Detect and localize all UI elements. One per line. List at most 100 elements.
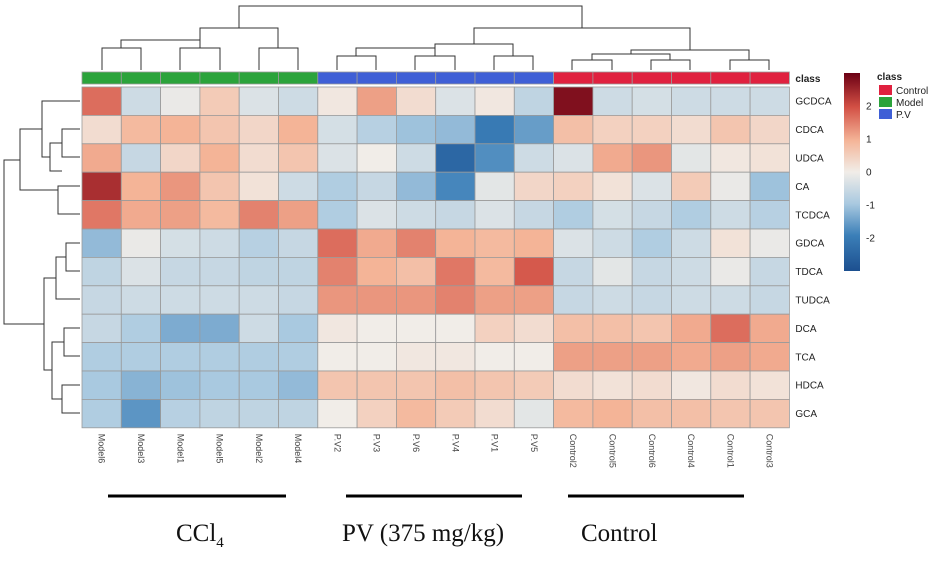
column-dendrogram-branch — [414, 55, 456, 70]
cell-hdca-control2 — [553, 370, 594, 400]
row-label-dca: DCA — [795, 324, 816, 335]
row-labels: GCDCA CDCA UDCA CA TCDCA GDCA TDCA TUDCA DCA TCA H… — [795, 97, 831, 420]
legend-swatch-model — [879, 97, 892, 107]
cell-dca-control4 — [671, 313, 712, 344]
cell-gcdca-p-v6 — [395, 86, 437, 116]
column-dendrogram-branch — [355, 47, 436, 56]
column-dendrogram-branch — [630, 49, 750, 60]
cell-gca-control4 — [671, 398, 712, 429]
cell-gcdca-control1 — [710, 86, 751, 116]
cell-gcdca-control4 — [671, 86, 712, 116]
cell-gca-control1 — [710, 398, 751, 429]
col-label-p-v3: P.V3 — [372, 434, 382, 452]
cell-ca-model1 — [160, 171, 201, 201]
group-label-control: Control — [581, 520, 658, 547]
legend-label-model: Model — [896, 98, 923, 109]
cell-gcdca-p-v5 — [513, 86, 554, 116]
cell-dca-model1 — [160, 313, 201, 344]
cell-hdca-p-v1 — [474, 370, 515, 400]
cell-udca-p-v1 — [474, 143, 515, 173]
cell-hdca-control5 — [592, 370, 633, 400]
class-cell-model2 — [238, 71, 279, 85]
cell-cdca-model3 — [120, 115, 162, 145]
cell-dca-model5 — [199, 313, 240, 344]
cell-tdca-model3 — [120, 256, 162, 287]
cell-hdca-model1 — [160, 370, 201, 400]
cell-tudca-p-v5 — [513, 285, 554, 315]
cell-ca-p-v1 — [474, 171, 515, 201]
cell-gdca-p-v1 — [474, 228, 515, 258]
cell-tca-p-v5 — [513, 342, 554, 372]
class-cell-model6 — [81, 71, 122, 85]
cell-gcdca-control5 — [592, 86, 633, 116]
cell-hdca-control4 — [671, 370, 712, 400]
cell-gdca-control3 — [749, 228, 790, 258]
cell-dca-p-v6 — [395, 313, 437, 344]
cell-gcdca-p-v1 — [474, 86, 515, 116]
row-dendrogram-branch — [3, 159, 44, 325]
cell-gca-p-v1 — [474, 398, 515, 429]
cell-dca-p-v4 — [435, 313, 476, 344]
row-label-gca: GCA — [795, 409, 817, 420]
cell-tca-model5 — [199, 342, 240, 372]
cell-tca-control2 — [553, 342, 594, 372]
cell-tca-model6 — [81, 342, 122, 372]
cell-tcdca-control1 — [710, 200, 751, 230]
cell-hdca-model6 — [81, 370, 122, 400]
class-cell-model5 — [199, 71, 240, 85]
col-label-model3: Model3 — [136, 434, 146, 464]
legend-label-p-v: P.V — [896, 110, 911, 121]
cell-tcdca-p-v1 — [474, 200, 515, 230]
class-cell-model3 — [120, 71, 162, 85]
cell-dca-control3 — [749, 313, 790, 344]
group-label-pv: PV (375 mg/kg) — [342, 520, 505, 547]
cell-tcdca-control4 — [671, 200, 712, 230]
cell-gca-p-v2 — [317, 398, 358, 429]
column-dendrogram-branch — [571, 59, 613, 70]
column-dendrogram-branch — [120, 39, 201, 48]
cell-gdca-p-v5 — [513, 228, 554, 258]
cell-gcdca-model1 — [160, 86, 201, 116]
cell-ca-control2 — [553, 171, 594, 201]
col-label-p-v6: P.V6 — [411, 434, 421, 452]
cell-tudca-control6 — [631, 285, 672, 315]
cell-tdca-control4 — [671, 256, 712, 287]
class-cell-model1 — [160, 71, 201, 85]
cell-dca-p-v3 — [356, 313, 397, 344]
cell-tcdca-p-v6 — [395, 200, 437, 230]
cell-ca-control1 — [710, 171, 751, 201]
cell-gdca-p-v2 — [317, 228, 358, 258]
cell-gcdca-p-v2 — [317, 86, 358, 116]
cell-cdca-model6 — [81, 115, 122, 145]
cell-gca-model4 — [278, 398, 319, 429]
cell-tcdca-model3 — [120, 200, 162, 230]
cell-gcdca-model3 — [120, 86, 162, 116]
cell-tudca-model4 — [278, 285, 319, 315]
cell-tca-p-v2 — [317, 342, 358, 372]
cell-ca-model2 — [238, 171, 279, 201]
col-label-model5: Model5 — [215, 434, 225, 464]
column-dendrogram-branch — [238, 5, 583, 28]
cell-tudca-p-v4 — [435, 285, 476, 315]
cell-gca-control5 — [592, 398, 633, 429]
cell-tcdca-p-v4 — [435, 200, 476, 230]
cell-dca-p-v5 — [513, 313, 554, 344]
cell-gcdca-model4 — [278, 86, 319, 116]
col-label-control5: Control5 — [608, 434, 618, 468]
cell-udca-model2 — [238, 143, 279, 173]
cell-tcdca-control6 — [631, 200, 672, 230]
col-label-control6: Control6 — [647, 434, 657, 468]
row-label-cdca: CDCA — [795, 125, 824, 136]
cell-udca-model5 — [199, 143, 240, 173]
column-dendrogram-branch — [101, 47, 142, 70]
cell-tudca-model5 — [199, 285, 240, 315]
cell-cdca-control6 — [631, 115, 672, 145]
cell-gdca-control4 — [671, 228, 712, 258]
cell-gcdca-control6 — [631, 86, 672, 116]
cell-gca-model2 — [238, 398, 279, 429]
cell-dca-model4 — [278, 313, 319, 344]
class-annotation-bar: class — [81, 71, 821, 85]
cell-dca-p-v2 — [317, 313, 358, 344]
cell-ca-model5 — [199, 171, 240, 201]
